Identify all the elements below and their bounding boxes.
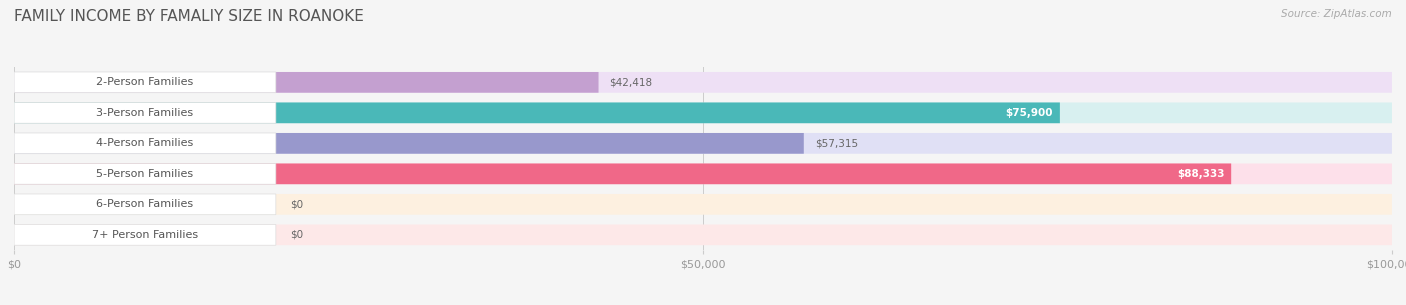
Text: Source: ZipAtlas.com: Source: ZipAtlas.com — [1281, 9, 1392, 19]
FancyBboxPatch shape — [14, 163, 276, 184]
Text: $57,315: $57,315 — [815, 138, 858, 148]
FancyBboxPatch shape — [14, 224, 276, 245]
FancyBboxPatch shape — [14, 194, 1392, 215]
Text: 7+ Person Families: 7+ Person Families — [91, 230, 198, 240]
FancyBboxPatch shape — [14, 102, 276, 123]
FancyBboxPatch shape — [14, 224, 1392, 245]
Text: 4-Person Families: 4-Person Families — [97, 138, 194, 148]
FancyBboxPatch shape — [14, 133, 1392, 154]
FancyBboxPatch shape — [14, 133, 804, 154]
Text: $0: $0 — [290, 199, 302, 209]
FancyBboxPatch shape — [14, 102, 1392, 123]
Text: $0: $0 — [290, 230, 302, 240]
FancyBboxPatch shape — [14, 163, 1392, 184]
FancyBboxPatch shape — [14, 72, 276, 93]
FancyBboxPatch shape — [14, 163, 1232, 184]
Text: 6-Person Families: 6-Person Families — [97, 199, 194, 209]
Text: FAMILY INCOME BY FAMALIY SIZE IN ROANOKE: FAMILY INCOME BY FAMALIY SIZE IN ROANOKE — [14, 9, 364, 24]
Text: 2-Person Families: 2-Person Families — [97, 77, 194, 87]
Text: $75,900: $75,900 — [1005, 108, 1053, 118]
Text: $42,418: $42,418 — [610, 77, 652, 87]
FancyBboxPatch shape — [14, 72, 1392, 93]
FancyBboxPatch shape — [14, 102, 1060, 123]
Text: 3-Person Families: 3-Person Families — [97, 108, 194, 118]
FancyBboxPatch shape — [14, 133, 276, 154]
Text: 5-Person Families: 5-Person Families — [97, 169, 194, 179]
FancyBboxPatch shape — [14, 72, 599, 93]
Text: $88,333: $88,333 — [1177, 169, 1225, 179]
FancyBboxPatch shape — [14, 194, 276, 215]
